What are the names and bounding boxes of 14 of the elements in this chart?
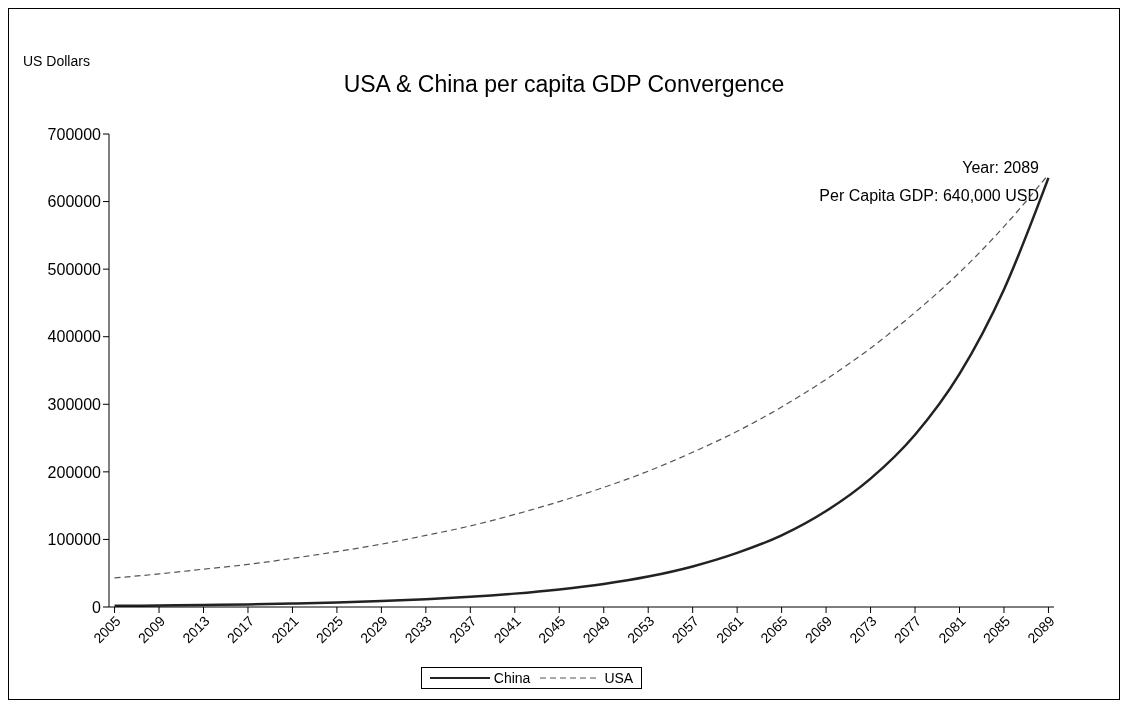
y-tick-label: 700000 (47, 125, 102, 143)
y-axis-title: US Dollars (23, 53, 90, 69)
y-tick-label: 400000 (47, 328, 102, 346)
legend-label: USA (604, 670, 634, 686)
y-tick-label: 500000 (47, 260, 102, 278)
annotation: Year: 2089 (962, 159, 1039, 177)
legend-label: China (493, 670, 531, 686)
y-tick-label: 100000 (47, 531, 102, 549)
y-tick-label: 300000 (47, 395, 102, 413)
annotation: Per Capita GDP: 640,000 USD (819, 187, 1039, 205)
y-tick-label: 0 (92, 598, 102, 616)
y-tick-label: 200000 (47, 463, 102, 481)
chart-title: USA & China per capita GDP Convergence (342, 71, 786, 98)
y-tick-label: 600000 (47, 193, 102, 211)
